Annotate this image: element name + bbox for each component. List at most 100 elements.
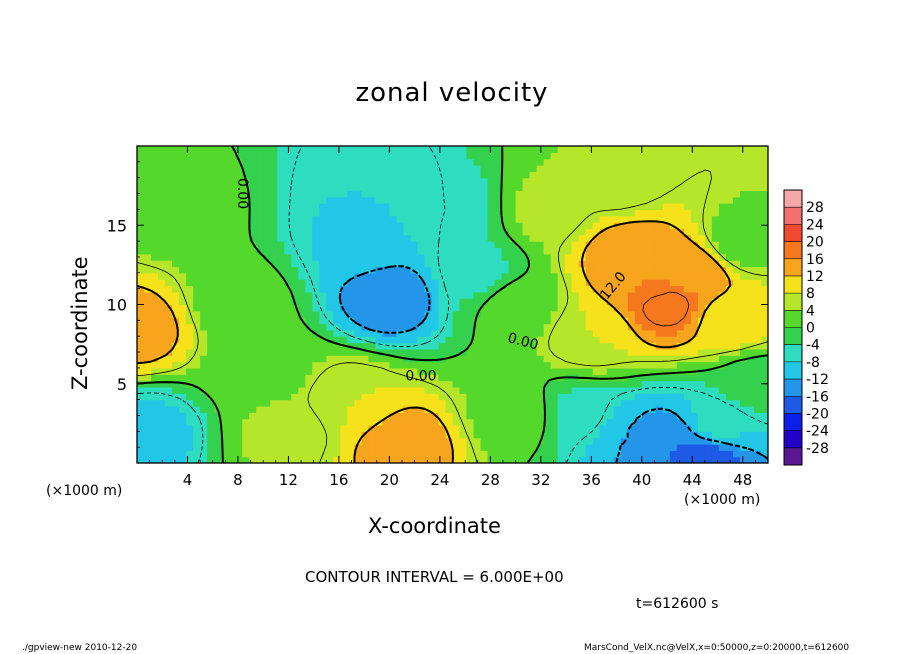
heatmap-cell (599, 310, 608, 318)
heatmap-cell (347, 329, 355, 337)
heatmap-cell (459, 456, 468, 463)
heatmap-cell (417, 380, 426, 388)
heatmap-cell (676, 329, 685, 337)
heatmap-cell (389, 253, 398, 261)
heatmap-cell (711, 329, 720, 337)
heatmap-cell (529, 405, 538, 413)
heatmap-cell (550, 317, 559, 325)
heatmap-cell (522, 260, 531, 268)
heatmap-cell (242, 266, 250, 274)
heatmap-cell (354, 386, 362, 394)
heatmap-cell (690, 336, 699, 344)
heatmap-cell (585, 190, 594, 198)
heatmap-cell (543, 323, 552, 331)
heatmap-cell (627, 215, 636, 223)
heatmap-cell (662, 399, 671, 407)
heatmap-cell (648, 241, 657, 249)
heatmap-cell (207, 323, 215, 331)
heatmap-cell (683, 374, 692, 382)
heatmap-cell (543, 247, 552, 255)
heatmap-cell (487, 152, 496, 160)
heatmap-cell (466, 456, 475, 463)
heatmap-cell (319, 418, 327, 426)
heatmap-cell (256, 203, 264, 210)
heatmap-cell (662, 374, 671, 382)
colorbar-label: -16 (806, 389, 829, 405)
heatmap-cell (263, 405, 271, 413)
heatmap-cell (270, 241, 278, 249)
heatmap-cell (270, 317, 278, 325)
heatmap-cell (340, 291, 348, 299)
heatmap-cell (375, 285, 383, 293)
heatmap-cell (256, 291, 264, 299)
heatmap-cell (186, 412, 194, 420)
heatmap-cell (620, 393, 629, 401)
heatmap-cell (368, 203, 376, 210)
heatmap-cell (165, 196, 173, 204)
heatmap-cell (459, 158, 468, 166)
heatmap-cell (319, 209, 327, 217)
heatmap-cell (459, 190, 468, 198)
heatmap-cell (746, 203, 755, 210)
heatmap-cell (578, 298, 587, 306)
heatmap-cell (697, 190, 706, 198)
heatmap-cell (683, 304, 692, 312)
heatmap-cell (270, 380, 278, 388)
heatmap-cell (648, 184, 657, 191)
heatmap-cell (508, 424, 517, 432)
heatmap-cell (697, 203, 706, 210)
heatmap-cell (361, 329, 369, 337)
heatmap-cell (753, 196, 762, 204)
heatmap-cell (676, 298, 685, 306)
heatmap-cell (487, 342, 496, 350)
heatmap-cell (221, 336, 229, 344)
heatmap-cell (193, 298, 201, 306)
heatmap-cell (193, 424, 201, 432)
heatmap-cell (718, 412, 727, 420)
heatmap-cell (361, 380, 369, 388)
heatmap-cell (620, 234, 629, 242)
heatmap-cell (221, 209, 229, 217)
heatmap-cell (263, 247, 271, 255)
heatmap-cell (473, 215, 482, 223)
heatmap-cell (732, 431, 741, 439)
heatmap-cell (641, 247, 650, 255)
heatmap-cell (354, 348, 362, 356)
heatmap-cell (312, 336, 320, 344)
heatmap-cell (522, 424, 531, 432)
heatmap-cell (207, 215, 215, 223)
heatmap-cell (417, 279, 426, 287)
heatmap-cell (760, 272, 768, 280)
heatmap-cell (655, 380, 664, 388)
heatmap-cell (354, 393, 362, 401)
heatmap-cell (620, 241, 629, 249)
heatmap-cell (284, 443, 292, 451)
heatmap-cell (368, 329, 376, 337)
heatmap-cell (571, 443, 580, 451)
heatmap-cell (522, 190, 531, 198)
heatmap-cell (473, 431, 482, 439)
heatmap-cell (529, 203, 538, 210)
heatmap-cell (746, 443, 755, 451)
heatmap-cell (732, 222, 741, 230)
y-axis-unit-label: (×1000 m) (46, 483, 123, 499)
heatmap-cell (249, 146, 257, 153)
heatmap-cell (151, 342, 159, 350)
heatmap-cell (179, 165, 187, 172)
heatmap-cell (151, 241, 159, 249)
heatmap-cell (641, 393, 650, 401)
heatmap-cell (417, 355, 426, 363)
heatmap-cell (550, 215, 559, 223)
heatmap-cell (690, 234, 699, 242)
heatmap-cell (599, 355, 608, 363)
heatmap-cell (305, 291, 313, 299)
heatmap-cell (158, 386, 166, 394)
heatmap-cell (690, 456, 699, 463)
heatmap-cell (200, 386, 208, 394)
heatmap-cell (235, 165, 243, 172)
heatmap-cell (375, 361, 383, 369)
heatmap-cell (186, 285, 194, 293)
heatmap-cell (536, 393, 545, 401)
heatmap-cell (438, 291, 447, 299)
heatmap-cell (487, 298, 496, 306)
